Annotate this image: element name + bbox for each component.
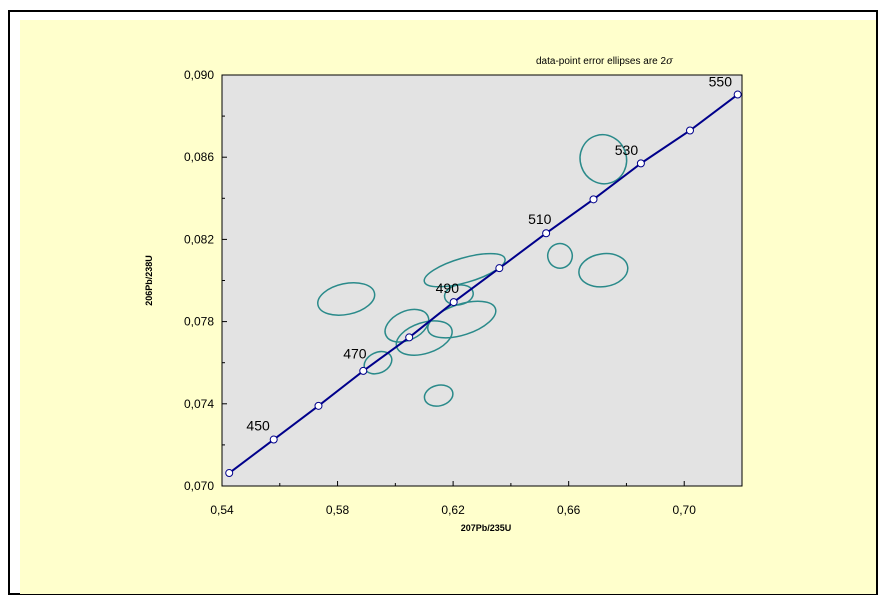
y-tick-label: 0,074 <box>184 397 214 411</box>
y-tick-label: 0,070 <box>184 479 214 493</box>
error-ellipse-note: data-point error ellipses are 2σ <box>536 56 674 67</box>
concordia-marker <box>589 195 598 204</box>
concordia-marker <box>314 401 323 410</box>
annotation-text: data-point error ellipses are 2 <box>536 56 667 67</box>
concordia-marker <box>636 159 645 168</box>
concordia-line <box>228 93 739 474</box>
error-ellipse <box>443 284 474 306</box>
y-axis-title: 206Pb/238U <box>144 255 154 306</box>
concordia-markers <box>225 90 742 478</box>
concordia-marker <box>269 435 278 444</box>
error-ellipses <box>317 133 629 407</box>
y-tick-label: 0,078 <box>184 315 214 329</box>
x-axis-ticks: 0,54 0,58 0,62 0,66 0,70 <box>210 481 696 517</box>
concordia-marker <box>359 366 368 375</box>
age-label: 450 <box>246 418 270 434</box>
concordia-marker <box>686 126 694 135</box>
error-ellipse <box>427 300 497 339</box>
y-tick-label: 0,082 <box>184 232 214 246</box>
x-tick-label: 0,58 <box>326 503 350 517</box>
concordia-marker <box>405 333 414 342</box>
x-tick-label: 0,66 <box>557 503 581 517</box>
age-label: 490 <box>436 280 460 296</box>
x-axis-title: 207Pb/235U <box>461 523 512 533</box>
concordia-marker <box>542 229 551 238</box>
sigma-symbol: σ <box>666 56 674 67</box>
error-ellipse <box>423 384 454 407</box>
y-tick-label: 0,086 <box>184 150 214 164</box>
x-tick-label: 0,70 <box>673 503 697 517</box>
age-label: 550 <box>709 73 733 89</box>
y-tick-label: 0,090 <box>184 68 214 82</box>
x-tick-label: 0,62 <box>441 503 465 517</box>
error-ellipse <box>579 133 628 185</box>
error-ellipse <box>546 242 574 269</box>
age-label: 510 <box>528 211 552 227</box>
error-ellipse <box>578 252 629 288</box>
age-label: 470 <box>343 346 367 362</box>
y-axis-ticks: 0,070 0,074 0,078 0,082 0,086 0,090 <box>184 68 227 493</box>
concordia-marker <box>449 298 458 307</box>
age-labels: 450 470 490 510 530 550 <box>246 73 732 433</box>
age-label: 530 <box>615 142 639 158</box>
concordia-marker <box>733 90 742 99</box>
error-ellipse <box>317 282 376 316</box>
concordia-marker <box>495 264 504 273</box>
error-ellipse <box>423 252 506 288</box>
concordia-marker <box>225 469 234 478</box>
x-tick-label: 0,54 <box>210 503 234 517</box>
